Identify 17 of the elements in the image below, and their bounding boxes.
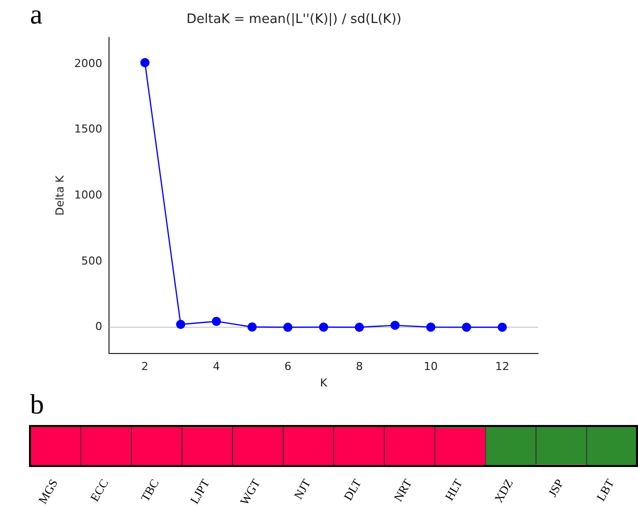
x-tick-label: 4 — [212, 360, 220, 374]
text: b — [30, 389, 44, 420]
x-axis-title: K — [320, 376, 328, 390]
x-tick-label: 6 — [284, 360, 292, 374]
x-tick-label: 12 — [495, 360, 510, 374]
y-tick-label: 2000 — [74, 56, 102, 70]
y-tick-label: 0 — [95, 320, 102, 334]
y-tick-label: 500 — [81, 254, 102, 268]
y-tick-label: 1500 — [74, 122, 102, 136]
text: a — [30, 0, 43, 30]
x-tick-label: 8 — [356, 360, 363, 374]
chart-title: DeltaK = mean(|L''(K)|) / sd(L(K)) — [186, 12, 402, 28]
y-tick-label: 1000 — [74, 188, 102, 202]
x-tick-label: 2 — [141, 360, 148, 374]
y-axis-title: Delta K — [53, 174, 66, 216]
x-tick-label: 10 — [424, 360, 438, 374]
x-tick-label: JSP — [545, 476, 567, 500]
